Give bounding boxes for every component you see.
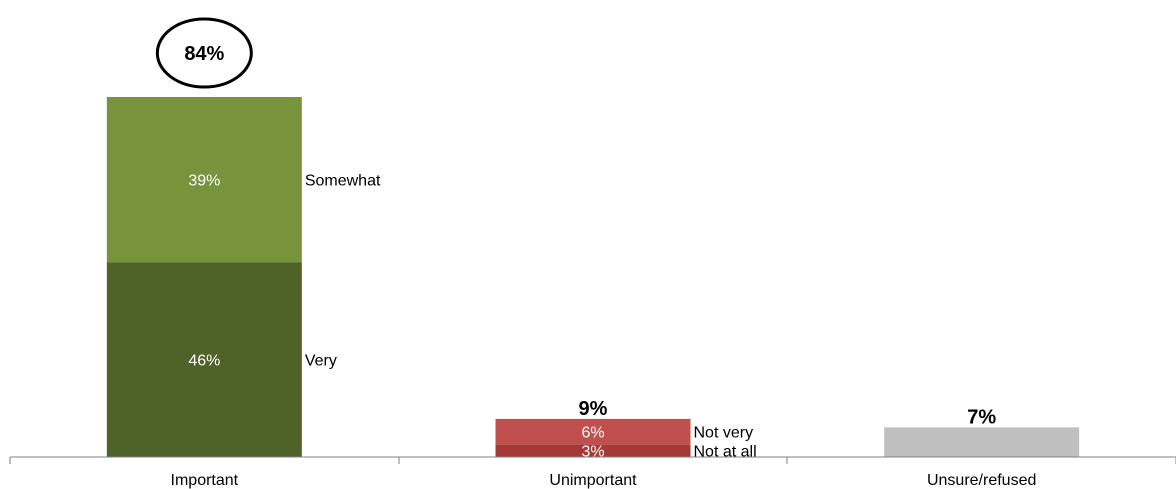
segment-value-label: 46%	[188, 353, 220, 370]
x-axis-label-unimportant: Unimportant	[549, 472, 637, 489]
bar-segment-unsure-refused-total	[884, 427, 1080, 457]
segment-category-label: Not at all	[694, 444, 757, 461]
segment-category-label: Somewhat	[305, 173, 381, 190]
total-highlight-circle	[155, 17, 253, 89]
segment-value-label: 3%	[581, 444, 604, 461]
bar-segment-important-very	[106, 262, 302, 457]
x-axis-ticks	[9, 457, 1176, 464]
x-axis-labels: Important Unimportant Unsure/refused	[171, 472, 1037, 489]
segment-category-label: Not very	[694, 425, 754, 442]
bar-segment-important-somewhat	[106, 97, 302, 263]
plot-area: 46% Very 39% Somewhat 84% 3% Not at all 6% Not v…	[106, 17, 1080, 461]
segment-value-label: 6%	[581, 425, 604, 442]
x-axis-label-important: Important	[171, 472, 239, 489]
segment-category-label: Very	[305, 353, 337, 370]
bar-total-label: 7%	[967, 406, 996, 428]
x-axis-label-unsure-refused: Unsure/refused	[927, 472, 1036, 489]
bar-total-label: 9%	[579, 398, 608, 420]
bar-total-label: 84%	[184, 43, 224, 65]
segment-value-label: 39%	[188, 173, 220, 190]
bar-segment-unimportant-not-very	[495, 418, 691, 445]
bar-segment-unimportant-not-at-all	[495, 444, 691, 457]
